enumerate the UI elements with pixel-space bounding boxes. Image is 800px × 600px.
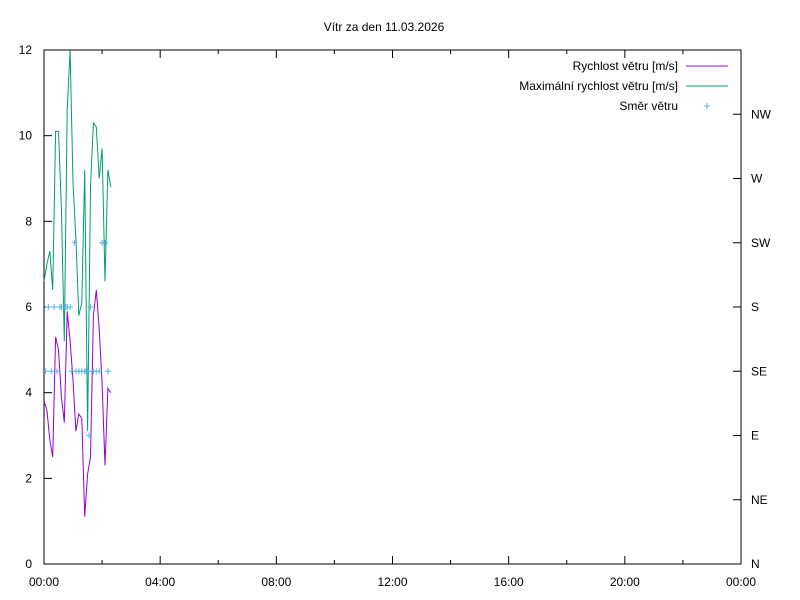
direction-point (45, 304, 52, 310)
direction-point (101, 239, 108, 246)
y2-tick-label: SE (751, 364, 767, 378)
y-tick-label: 6 (25, 300, 32, 314)
y2-tick-label: NE (751, 493, 768, 507)
chart-title: Vítr za den 11.03.2026 (324, 20, 445, 34)
x-tick-label: 12:00 (377, 575, 407, 589)
y-tick-label: 0 (25, 557, 32, 571)
direction-point (96, 368, 103, 375)
series-line-0 (43, 289, 112, 517)
y2-tick-label: W (751, 172, 763, 186)
legend-label: Rychlost větru [m/s] (573, 59, 678, 73)
x-tick-label: 08:00 (261, 575, 291, 589)
direction-point (54, 368, 61, 375)
direction-point (104, 368, 111, 375)
y2-tick-label: SW (751, 236, 771, 250)
x-tick-label: 00:00 (29, 575, 59, 589)
series-line-1 (43, 49, 112, 432)
direction-point (51, 304, 58, 310)
direction-point (71, 239, 78, 246)
x-tick-label: 04:00 (145, 575, 175, 589)
legend-swatch-point (704, 103, 710, 109)
x-tick-label: 20:00 (610, 575, 640, 589)
x-tick-label: 00:00 (726, 575, 756, 589)
y2-tick-label: N (751, 557, 760, 571)
y2-tick-label: NW (751, 107, 772, 121)
direction-point (87, 304, 94, 310)
plot-frame (43, 49, 742, 565)
direction-point (48, 368, 55, 375)
direction-point (84, 368, 91, 375)
direction-point (86, 432, 93, 439)
legend-label: Maximální rychlost větru [m/s] (519, 79, 678, 93)
y2-tick-label: E (751, 429, 759, 443)
x-tick-label: 16:00 (494, 575, 524, 589)
legend-label: Směr větru (619, 99, 678, 113)
y-tick-label: 4 (25, 386, 32, 400)
y2-tick-label: S (751, 300, 759, 314)
direction-point (42, 368, 49, 375)
y-tick-label: 12 (19, 43, 33, 57)
y-tick-label: 8 (25, 214, 32, 228)
y-tick-label: 2 (25, 471, 32, 485)
direction-point (67, 304, 74, 310)
y-tick-label: 10 (19, 129, 33, 143)
